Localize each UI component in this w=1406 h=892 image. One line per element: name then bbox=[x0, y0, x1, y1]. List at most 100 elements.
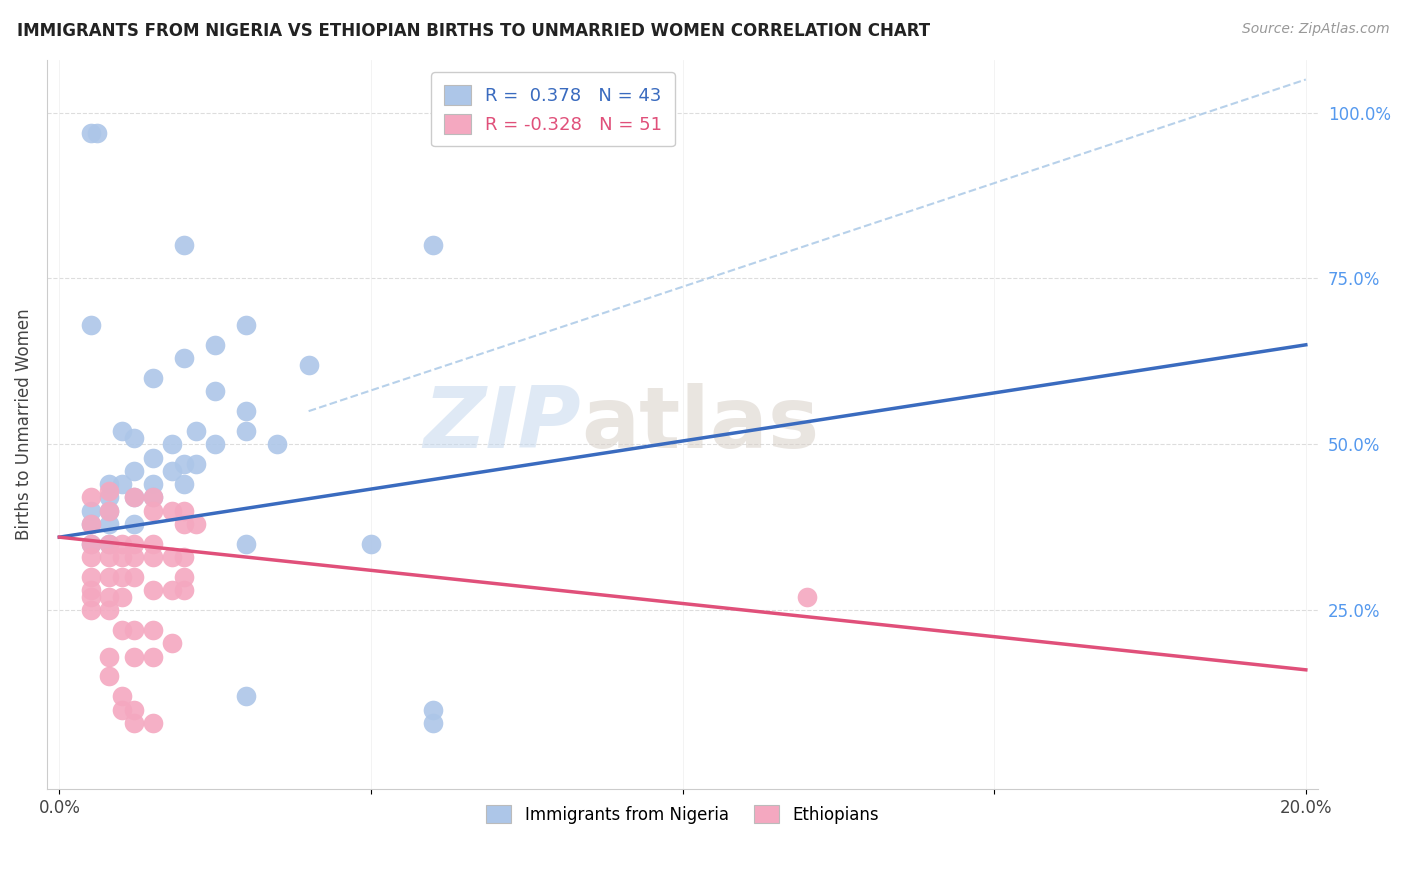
Point bbox=[98, 503, 121, 517]
Point bbox=[122, 550, 145, 565]
Point bbox=[142, 477, 165, 491]
Point bbox=[111, 477, 134, 491]
Point bbox=[360, 537, 382, 551]
Point bbox=[142, 450, 165, 465]
Point bbox=[98, 537, 121, 551]
Point bbox=[98, 603, 121, 617]
Point bbox=[79, 516, 101, 531]
Y-axis label: Births to Unmarried Women: Births to Unmarried Women bbox=[15, 309, 32, 541]
Point bbox=[142, 491, 165, 505]
Point bbox=[160, 437, 183, 451]
Point bbox=[79, 550, 101, 565]
Point bbox=[235, 537, 257, 551]
Point bbox=[86, 126, 108, 140]
Point bbox=[122, 431, 145, 445]
Point bbox=[111, 690, 134, 704]
Point bbox=[98, 537, 121, 551]
Point bbox=[111, 590, 134, 604]
Point bbox=[186, 516, 208, 531]
Point bbox=[98, 477, 121, 491]
Point bbox=[79, 590, 101, 604]
Point bbox=[160, 503, 183, 517]
Point bbox=[98, 503, 121, 517]
Point bbox=[173, 516, 195, 531]
Point bbox=[111, 703, 134, 717]
Legend: Immigrants from Nigeria, Ethiopians: Immigrants from Nigeria, Ethiopians bbox=[475, 794, 890, 836]
Text: ZIP: ZIP bbox=[423, 383, 581, 466]
Point bbox=[235, 318, 257, 332]
Point bbox=[122, 491, 145, 505]
Point bbox=[796, 590, 818, 604]
Point bbox=[79, 503, 101, 517]
Point bbox=[160, 464, 183, 478]
Point bbox=[173, 550, 195, 565]
Point bbox=[122, 516, 145, 531]
Point bbox=[122, 464, 145, 478]
Point bbox=[111, 550, 134, 565]
Point bbox=[111, 570, 134, 584]
Point bbox=[79, 570, 101, 584]
Point bbox=[79, 491, 101, 505]
Point bbox=[142, 491, 165, 505]
Point bbox=[142, 583, 165, 598]
Point bbox=[186, 424, 208, 438]
Point bbox=[142, 503, 165, 517]
Point bbox=[204, 384, 226, 399]
Point bbox=[142, 550, 165, 565]
Point bbox=[142, 649, 165, 664]
Point bbox=[173, 570, 195, 584]
Point bbox=[79, 126, 101, 140]
Point bbox=[160, 550, 183, 565]
Point bbox=[79, 516, 101, 531]
Point bbox=[79, 537, 101, 551]
Point bbox=[204, 338, 226, 352]
Point bbox=[98, 649, 121, 664]
Point bbox=[122, 703, 145, 717]
Point bbox=[142, 623, 165, 637]
Point bbox=[98, 570, 121, 584]
Point bbox=[173, 477, 195, 491]
Point bbox=[98, 491, 121, 505]
Point bbox=[235, 424, 257, 438]
Point bbox=[79, 537, 101, 551]
Point bbox=[422, 703, 444, 717]
Point bbox=[142, 537, 165, 551]
Text: Source: ZipAtlas.com: Source: ZipAtlas.com bbox=[1241, 22, 1389, 37]
Point bbox=[204, 437, 226, 451]
Point bbox=[266, 437, 288, 451]
Point bbox=[173, 583, 195, 598]
Point bbox=[111, 537, 134, 551]
Point bbox=[235, 404, 257, 418]
Point bbox=[142, 371, 165, 385]
Point bbox=[298, 358, 321, 372]
Point bbox=[173, 503, 195, 517]
Point bbox=[173, 457, 195, 471]
Point bbox=[122, 715, 145, 730]
Point bbox=[122, 649, 145, 664]
Point bbox=[235, 690, 257, 704]
Point bbox=[160, 583, 183, 598]
Point bbox=[122, 537, 145, 551]
Point bbox=[186, 457, 208, 471]
Point bbox=[122, 570, 145, 584]
Text: atlas: atlas bbox=[581, 383, 820, 466]
Point bbox=[173, 238, 195, 252]
Point bbox=[142, 715, 165, 730]
Point bbox=[111, 424, 134, 438]
Point bbox=[160, 636, 183, 650]
Point bbox=[98, 669, 121, 683]
Point bbox=[422, 715, 444, 730]
Point bbox=[79, 318, 101, 332]
Point bbox=[98, 550, 121, 565]
Point bbox=[122, 623, 145, 637]
Text: IMMIGRANTS FROM NIGERIA VS ETHIOPIAN BIRTHS TO UNMARRIED WOMEN CORRELATION CHART: IMMIGRANTS FROM NIGERIA VS ETHIOPIAN BIR… bbox=[17, 22, 929, 40]
Point bbox=[79, 603, 101, 617]
Point bbox=[111, 623, 134, 637]
Point bbox=[98, 483, 121, 498]
Point bbox=[98, 516, 121, 531]
Point bbox=[422, 238, 444, 252]
Point bbox=[79, 583, 101, 598]
Point bbox=[98, 590, 121, 604]
Point bbox=[173, 351, 195, 365]
Point bbox=[122, 491, 145, 505]
